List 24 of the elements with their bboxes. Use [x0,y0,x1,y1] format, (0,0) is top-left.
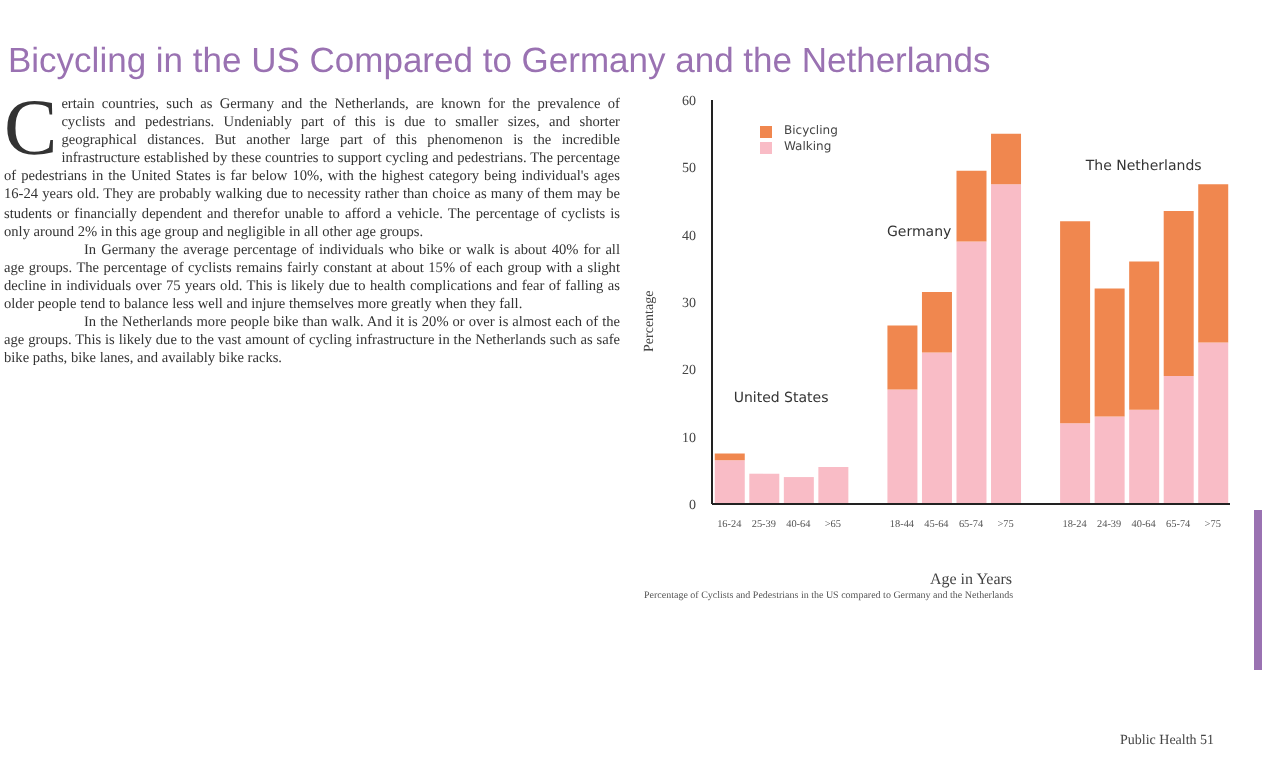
bar [749,473,780,504]
bar [921,291,952,353]
bar [1060,423,1091,504]
bar [1198,342,1229,504]
bar [991,184,1022,504]
bar [921,352,952,504]
bar [1163,376,1194,504]
bar [714,460,745,504]
bar [818,466,849,504]
bar [1129,409,1160,504]
bar [1163,211,1194,377]
bar [887,325,918,390]
chart-title: Bicycling in the US Compared to Germany and the Netherlands [8,40,991,82]
bar [991,133,1022,185]
bar [783,477,814,504]
bar [956,241,987,504]
bar [887,389,918,504]
bar [956,170,987,242]
bar [1060,221,1091,424]
x-axis-title: Age in Years [929,570,1013,588]
bar [1094,416,1125,504]
bar [1129,261,1160,410]
bar [1094,288,1125,417]
bar [1198,184,1229,343]
